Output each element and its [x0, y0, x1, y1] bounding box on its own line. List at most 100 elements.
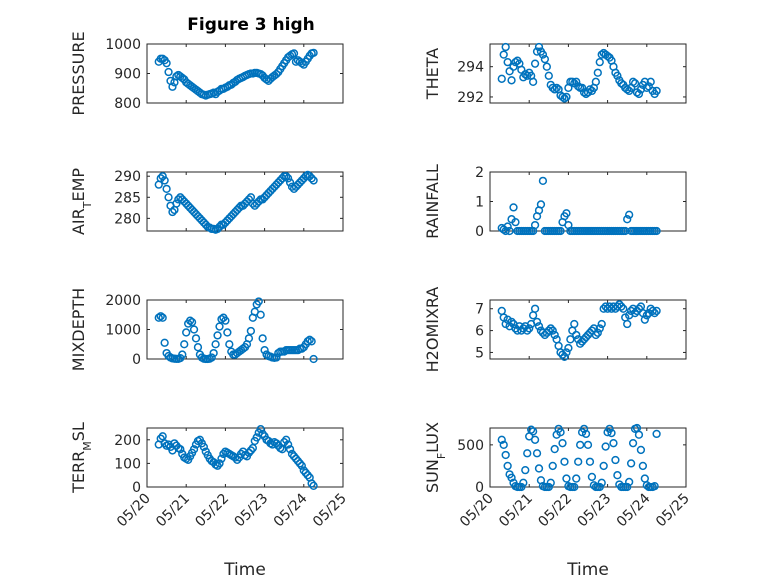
data-point	[517, 482, 526, 492]
data-point	[538, 50, 548, 59]
data-point	[652, 86, 661, 96]
data-point	[570, 319, 579, 329]
data-point	[231, 453, 240, 462]
subplot-2: 292 294 THETA	[423, 42, 687, 106]
data-point	[652, 429, 661, 439]
series-markers	[154, 297, 318, 364]
y-axis-label: THETA	[423, 48, 442, 100]
data-point	[595, 482, 604, 492]
figure-title: Figure 3 high	[187, 15, 315, 35]
y-tick-label: 1	[475, 195, 484, 211]
data-point	[168, 207, 177, 217]
data-point	[601, 442, 610, 451]
data-point	[534, 322, 544, 331]
y-label-main: TERR	[69, 451, 88, 494]
data-point	[189, 445, 199, 454]
data-point	[597, 319, 606, 329]
data-point	[178, 350, 187, 359]
data-point	[562, 209, 571, 218]
series-markers	[154, 48, 318, 100]
data-point	[246, 326, 256, 336]
data-point	[623, 319, 632, 329]
y-axis-label: MIXDEPTH	[69, 288, 88, 371]
data-point	[162, 184, 171, 194]
data-point	[303, 471, 312, 480]
y-tick-label: 0	[132, 480, 141, 496]
data-point	[499, 440, 508, 450]
data-point	[623, 215, 632, 224]
data-point	[628, 77, 638, 86]
data-point	[634, 89, 644, 99]
data-point	[597, 478, 606, 487]
data-point	[503, 461, 512, 471]
series-markers	[154, 425, 318, 490]
data-point	[289, 49, 299, 58]
data-point	[617, 302, 626, 311]
series-markers	[497, 42, 661, 103]
data-point	[223, 328, 232, 337]
data-point	[507, 473, 516, 482]
y-label-main: PRESSURE	[69, 31, 88, 115]
data-point	[507, 317, 516, 327]
y-label-main: AIR	[69, 208, 88, 235]
y-tick-label: 294	[457, 60, 484, 76]
data-point	[309, 354, 318, 364]
data-point	[585, 457, 595, 466]
data-point	[182, 328, 191, 337]
data-point	[534, 42, 544, 52]
data-point	[626, 459, 636, 468]
data-point	[501, 42, 510, 52]
data-point	[621, 226, 630, 236]
x-tick-label: 05/20	[457, 491, 497, 531]
data-point	[560, 352, 569, 361]
y-label-tail: LUX	[423, 422, 442, 453]
y-label-main: H2OMIXRA	[423, 287, 442, 373]
data-point	[505, 226, 514, 236]
data-point	[527, 425, 536, 434]
y-tick-label: 100	[114, 456, 141, 472]
y-axis-label: TERRMSL	[69, 422, 94, 494]
data-point	[593, 328, 602, 337]
x-tick-label: 05/25	[653, 491, 693, 531]
data-point	[225, 340, 234, 349]
data-point	[309, 176, 318, 185]
data-point	[558, 92, 567, 102]
data-point	[521, 465, 530, 475]
data-point	[572, 330, 581, 340]
data-point	[156, 312, 165, 321]
data-point	[648, 306, 657, 316]
x-tick-label: 05/22	[192, 491, 232, 531]
data-point	[646, 77, 655, 86]
y-label-subscript: F	[435, 453, 448, 459]
data-point	[187, 317, 197, 327]
data-point	[211, 340, 220, 349]
y-tick-label: 0	[475, 224, 484, 240]
data-point	[191, 334, 201, 343]
data-point	[215, 459, 224, 468]
data-point	[581, 429, 591, 439]
data-point	[630, 79, 640, 88]
data-point	[160, 439, 169, 448]
data-point	[583, 440, 593, 450]
data-point	[160, 338, 169, 347]
data-point	[207, 353, 216, 362]
data-point	[652, 226, 661, 236]
data-point	[507, 76, 516, 85]
x-tick-label: 05/23	[575, 491, 615, 531]
data-point	[213, 461, 222, 470]
data-point	[572, 474, 581, 483]
data-point	[566, 335, 575, 344]
y-label-main: SUN	[423, 459, 442, 493]
data-point	[568, 77, 577, 86]
data-point	[309, 481, 318, 490]
axes-box	[489, 171, 687, 232]
data-point	[546, 478, 555, 487]
data-point	[499, 50, 508, 59]
data-point	[619, 304, 628, 313]
data-point	[523, 449, 532, 458]
y-tick-label: 290	[114, 169, 141, 185]
data-point	[605, 424, 614, 433]
data-point	[503, 58, 512, 67]
data-point	[307, 479, 316, 488]
